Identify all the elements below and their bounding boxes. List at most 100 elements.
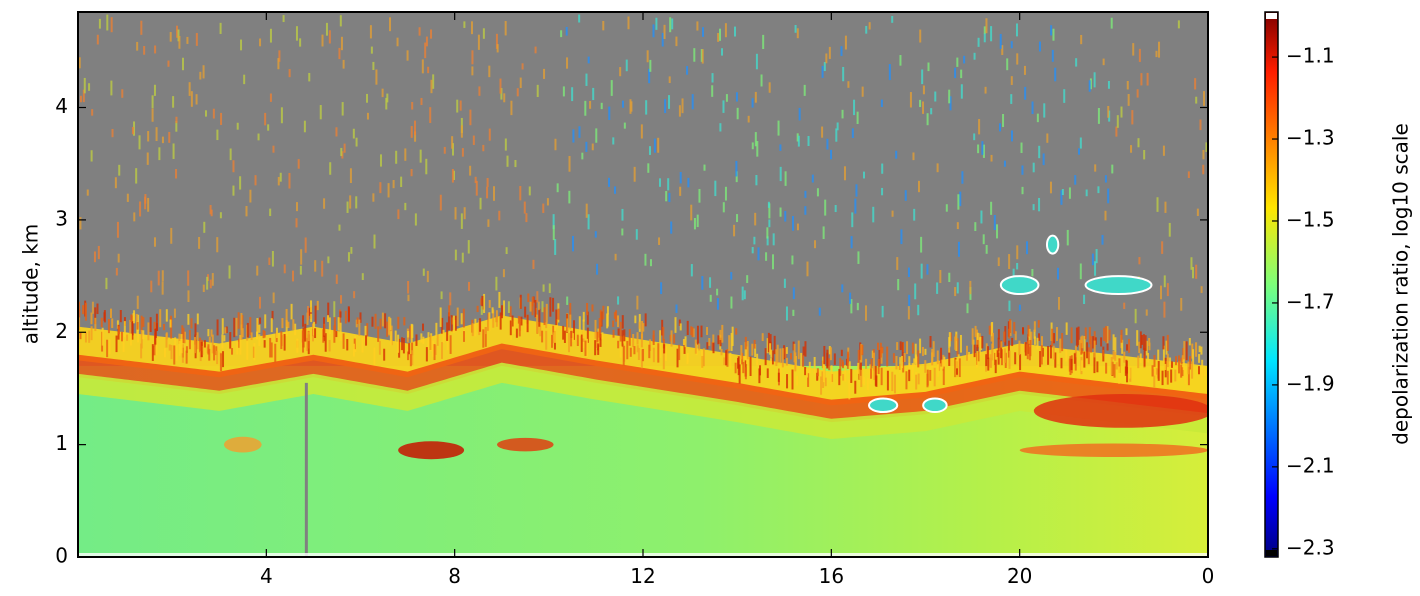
speckle bbox=[730, 332, 733, 351]
speckle bbox=[157, 270, 160, 286]
speckle bbox=[824, 377, 827, 387]
speckle bbox=[772, 254, 775, 270]
speckle bbox=[896, 257, 899, 270]
speckle bbox=[662, 339, 665, 349]
speckle bbox=[568, 155, 571, 172]
speckle bbox=[349, 195, 352, 209]
speckle bbox=[657, 137, 660, 153]
speckle bbox=[1170, 369, 1173, 383]
speckle bbox=[503, 93, 506, 103]
speckle bbox=[857, 349, 860, 370]
speckle bbox=[1066, 229, 1069, 246]
speckle bbox=[983, 26, 986, 35]
speckle bbox=[258, 324, 261, 333]
speckle bbox=[1120, 329, 1123, 343]
speckle bbox=[202, 65, 205, 79]
speckle bbox=[783, 278, 786, 288]
speckle bbox=[271, 250, 274, 267]
speckle bbox=[1013, 322, 1016, 334]
speckle bbox=[899, 357, 902, 373]
speckle bbox=[194, 323, 197, 336]
speckle bbox=[135, 168, 138, 184]
speckle bbox=[1181, 355, 1184, 363]
speckle bbox=[537, 301, 540, 311]
speckle bbox=[1096, 361, 1099, 373]
speckle bbox=[1033, 321, 1036, 332]
speckle bbox=[859, 342, 862, 360]
speckle bbox=[783, 345, 786, 360]
speckle bbox=[948, 347, 951, 366]
speckle bbox=[375, 69, 378, 85]
speckle bbox=[976, 339, 979, 349]
speckle bbox=[282, 15, 285, 23]
speckle bbox=[486, 178, 489, 188]
speckle bbox=[328, 30, 331, 44]
speckle bbox=[766, 236, 769, 246]
speckle bbox=[842, 361, 845, 369]
speckle bbox=[955, 331, 958, 351]
speckle bbox=[250, 332, 253, 341]
speckle bbox=[1168, 222, 1171, 237]
speckle bbox=[1003, 331, 1006, 342]
speckle bbox=[456, 307, 459, 327]
speckle bbox=[753, 339, 756, 349]
speckle bbox=[658, 178, 661, 187]
speckle bbox=[240, 39, 243, 51]
speckle bbox=[188, 82, 191, 96]
speckle bbox=[926, 369, 929, 386]
speckle bbox=[79, 332, 82, 340]
speckle bbox=[111, 318, 114, 328]
speckle bbox=[1155, 50, 1158, 58]
speckle bbox=[987, 346, 990, 360]
speckle bbox=[735, 171, 738, 183]
speckle bbox=[646, 50, 649, 63]
speckle bbox=[690, 326, 693, 336]
speckle bbox=[903, 352, 906, 363]
speckle bbox=[568, 190, 571, 204]
speckle bbox=[716, 288, 719, 296]
speckle bbox=[175, 345, 178, 361]
speckle bbox=[454, 315, 457, 331]
speckle bbox=[496, 44, 499, 53]
speckle bbox=[721, 324, 724, 343]
speckle bbox=[751, 247, 754, 254]
speckle bbox=[501, 305, 504, 319]
speckle bbox=[397, 209, 400, 220]
speckle bbox=[1010, 41, 1013, 49]
speckle bbox=[1106, 343, 1109, 351]
speckle bbox=[779, 144, 782, 151]
speckle bbox=[729, 352, 732, 369]
speckle bbox=[554, 138, 557, 151]
speckle bbox=[1028, 346, 1031, 361]
speckle bbox=[392, 180, 395, 189]
speckle bbox=[211, 273, 214, 286]
speckle bbox=[1022, 327, 1025, 335]
speckle bbox=[737, 357, 740, 369]
speckle bbox=[482, 28, 485, 39]
speckle bbox=[661, 319, 664, 336]
speckle bbox=[671, 18, 674, 30]
speckle bbox=[1139, 331, 1142, 349]
speckle bbox=[270, 318, 273, 333]
colorbar bbox=[1264, 11, 1279, 558]
speckle bbox=[683, 340, 686, 354]
speckle bbox=[410, 168, 413, 177]
speckle bbox=[1057, 353, 1060, 365]
speckle bbox=[587, 214, 590, 230]
speckle bbox=[835, 128, 838, 142]
speckle bbox=[942, 366, 945, 386]
speckle bbox=[744, 342, 747, 360]
speckle bbox=[645, 100, 648, 115]
speckle bbox=[954, 334, 957, 342]
speckle bbox=[902, 355, 905, 373]
speckle bbox=[822, 356, 825, 369]
speckle bbox=[116, 221, 119, 238]
speckle bbox=[877, 358, 880, 375]
speckle bbox=[571, 235, 574, 252]
speckle bbox=[690, 204, 693, 221]
speckle bbox=[169, 319, 172, 328]
speckle bbox=[873, 365, 876, 381]
speckle bbox=[1019, 354, 1022, 371]
speckle bbox=[771, 350, 774, 365]
speckle bbox=[355, 137, 358, 147]
